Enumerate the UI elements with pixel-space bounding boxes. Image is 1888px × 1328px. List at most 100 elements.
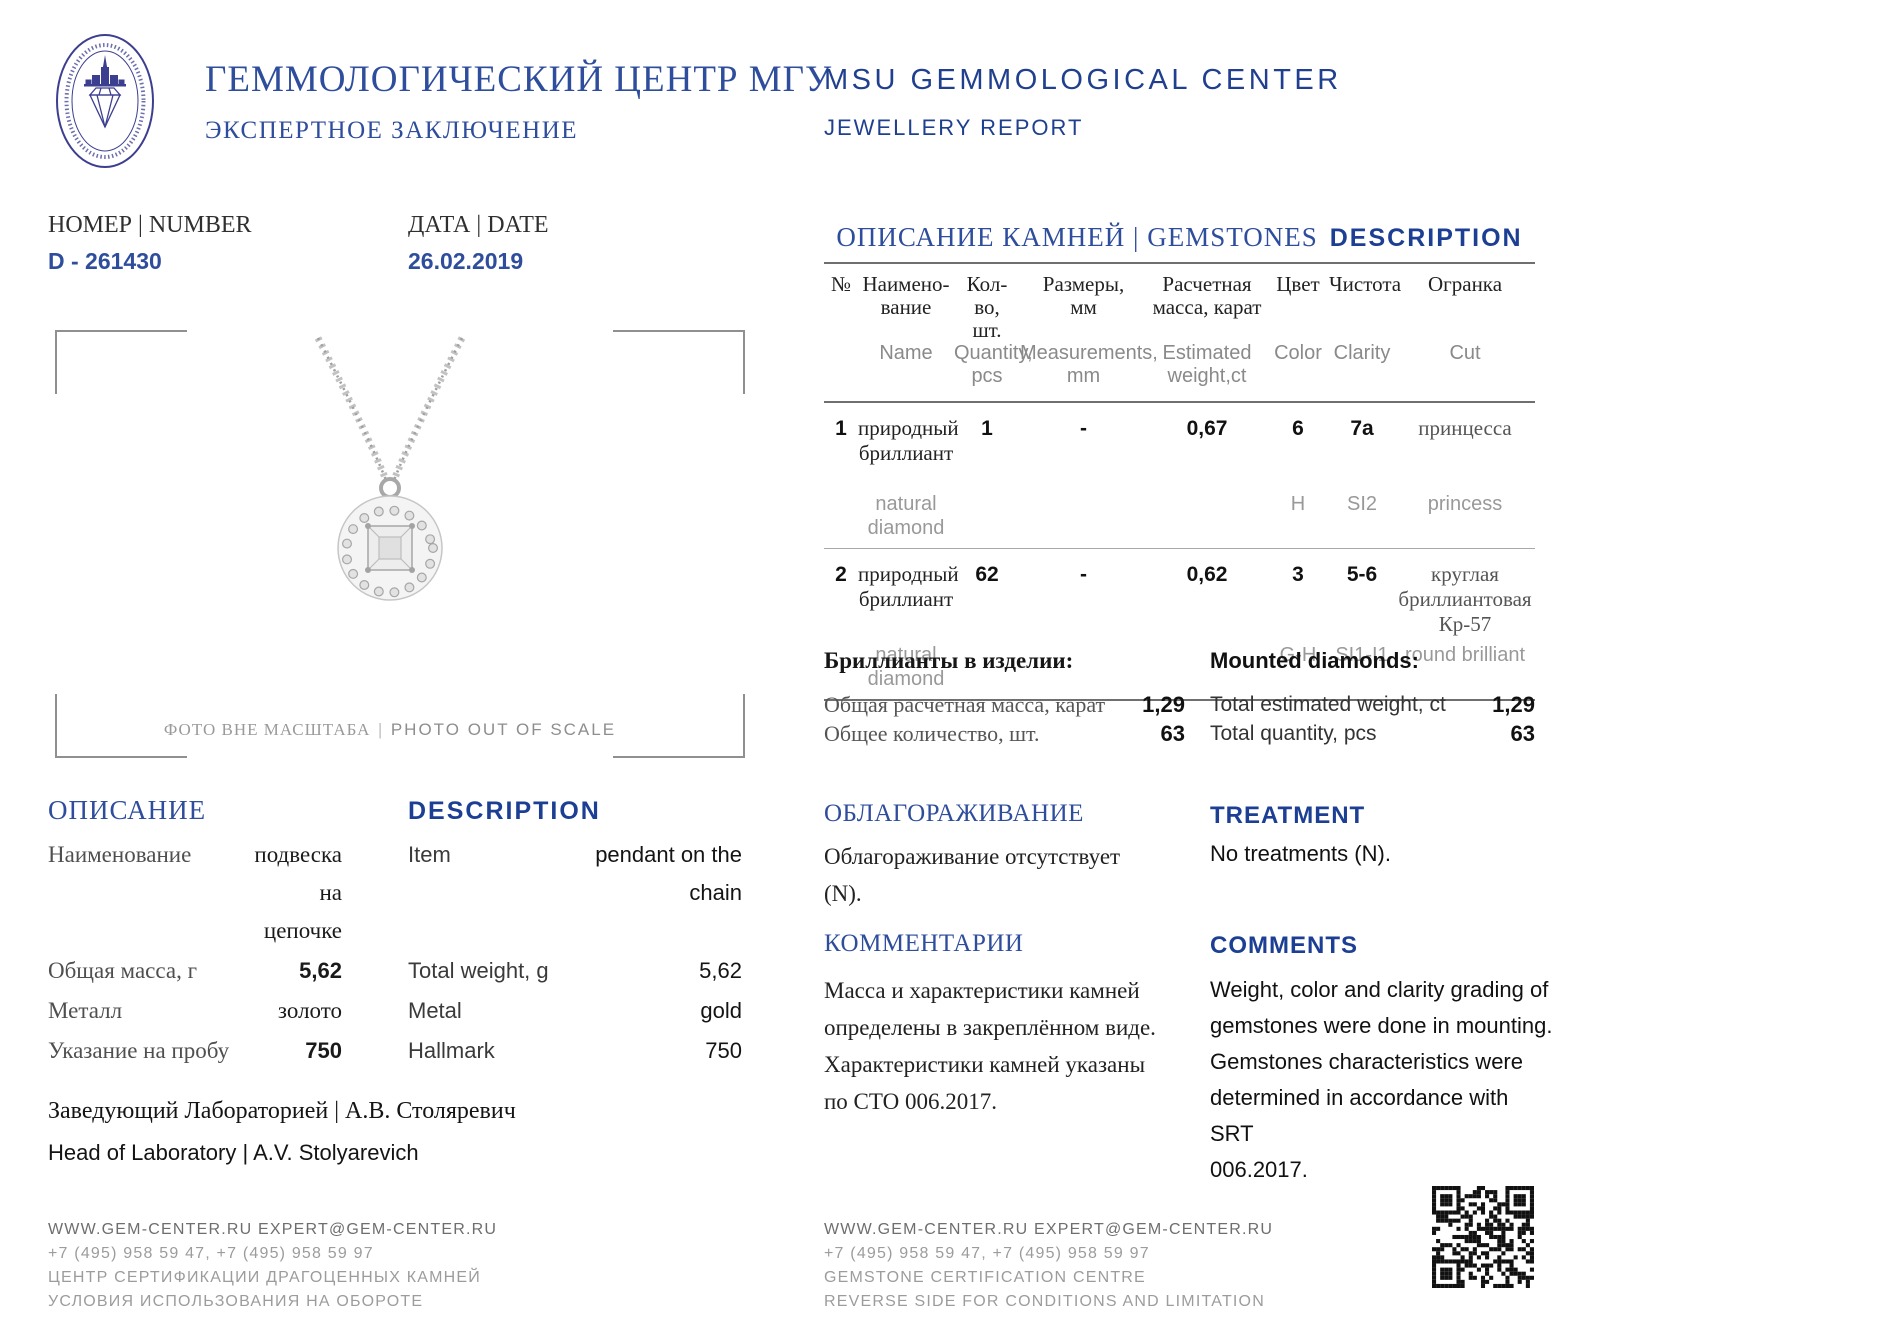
col-header-clarity-en: Clarity [1333, 342, 1391, 364]
gemstones-table: № Наимено- вание Кол-во, шт. Размеры, мм… [824, 262, 1535, 701]
row-label-en: Metal [408, 998, 462, 1023]
mounted-heading-ru: Бриллианты в изделии: [824, 648, 1074, 673]
col-header-name-ru: Наимено- вание [862, 272, 950, 319]
item-description-list: Наименование подвеска на цепочке Item pe… [48, 836, 742, 1072]
col-header-measurements-ru: Размеры, мм [1042, 272, 1125, 319]
photo-caption: ФОТО ВНЕ МАСШТАБА | PHOTO OUT OF SCALE [55, 720, 725, 740]
mounted-row-weight-ru: Общая расчетная масса, карат 1,29 [824, 690, 1185, 719]
org-title-ru: ГЕММОЛОГИЧЕСКИЙ ЦЕНТР МГУ ЭКСПЕРТНОЕ ЗАК… [205, 58, 832, 145]
cell-cut-en: round brilliant [1404, 644, 1526, 666]
row-label: Общее количество, шт. [824, 721, 1040, 746]
row-label-ru: Металл [48, 998, 123, 1023]
cell-cut-ru: круглая бриллиантовая Кр-57 [1398, 562, 1532, 636]
table-header-en: Name Quantity, pcs Measurements, mm Esti… [824, 342, 1535, 403]
footer-left: WWW.GEM-CENTER.RU EXPERT@GEM-CENTER.RU +… [48, 1218, 497, 1314]
gemstone-row-1-ru: 1 природный бриллиант 1 - 0,67 6 7a прин… [824, 403, 1535, 466]
cell-num: 2 [835, 563, 847, 586]
row-label-en: Total weight, g [408, 958, 549, 983]
pendant-photo [314, 336, 466, 601]
row-label: Total quantity, pcs [1210, 722, 1377, 745]
footer-phones: +7 (495) 958 59 47, +7 (495) 958 59 97 [824, 1245, 1150, 1262]
photo-caption-separator: | [378, 720, 383, 739]
col-header-clarity-ru: Чистота [1329, 272, 1402, 296]
col-header-color-ru: Цвет [1276, 272, 1320, 296]
gemstones-heading: ОПИСАНИЕ КАМНЕЙ | GEMSTONES DESCRIPTION [824, 222, 1535, 253]
org-title-en-text: MSU GEMMOLOGICAL CENTER [824, 64, 1342, 96]
mounted-diamonds-ru: Бриллианты в изделии: Общая расчетная ма… [824, 648, 1185, 748]
signature-en: Head of Laboratory | A.V. Stolyarevich [48, 1140, 419, 1165]
row-value-en: gold [700, 998, 742, 1023]
footer-right: WWW.GEM-CENTER.RU EXPERT@GEM-CENTER.RU +… [824, 1218, 1273, 1314]
cell-clarity-ru: 7a [1350, 417, 1374, 440]
comments-text-en: Weight, color and clarity grading of gem… [1210, 977, 1553, 1182]
mounted-row-weight-en: Total estimated weight, ct 1,29 [1210, 690, 1535, 719]
footer-conditions-ru: УСЛОВИЯ ИСПОЛЬЗОВАНИЯ НА ОБОРОТЕ [48, 1293, 424, 1310]
cell-color-en: H [1290, 493, 1306, 515]
doc-type-ru-text: ЭКСПЕРТНОЕ ЗАКЛЮЧЕНИЕ [205, 117, 579, 144]
mounted-row-quantity-ru: Общее количество, шт. 63 [824, 719, 1185, 748]
row-value-ru: золото [277, 998, 342, 1023]
cell-name-en: natural diamond [867, 493, 945, 539]
photo-cropmark-top-right [613, 330, 745, 394]
col-header-qty-ru: Кол-во, шт. [966, 272, 1008, 342]
comments-section-en: COMMENTS Weight, color and clarity gradi… [1210, 932, 1555, 1188]
cell-weight: 0,62 [1186, 563, 1228, 586]
cell-name-en: natural diamond [867, 644, 945, 690]
row-value-ru: 5,62 [299, 958, 342, 983]
signature-ru: Заведующий Лабораторией | А.В. Столяреви… [48, 1098, 516, 1124]
gemstone-row-2-ru: 2 природный бриллиант 62 - 0,62 3 5-6 кр… [824, 549, 1535, 637]
mounted-row-quantity-en: Total quantity, pcs 63 [1210, 719, 1535, 748]
row-label-ru: Общая масса, г [48, 958, 198, 983]
col-header-num: № [830, 272, 852, 296]
photo-cropmark-bottom-right [613, 694, 745, 758]
mounted-diamonds-en: Mounted diamonds: Total estimated weight… [1210, 648, 1535, 748]
cell-color-ru: 3 [1292, 563, 1304, 586]
comments-text-ru: Масса и характеристики камней определены… [824, 978, 1156, 1114]
date-value: 26.02.2019 [408, 248, 524, 274]
row-label: Общая расчетная масса, карат [824, 692, 1106, 717]
row-value: 63 [1510, 721, 1535, 746]
row-value-en: 5,62 [699, 958, 742, 983]
date-label: ДАТА | DATE [408, 212, 549, 238]
org-title-ru-text: ГЕММОЛОГИЧЕСКИЙ ЦЕНТР МГУ [205, 59, 833, 100]
treatment-section-ru: ОБЛАГОРАЖИВАНИЕ Облагораживание отсутств… [824, 800, 1164, 912]
cell-measurements: - [1080, 563, 1087, 586]
comments-heading-en: COMMENTS [1210, 932, 1358, 959]
row-value-en: 750 [705, 1038, 742, 1063]
cell-clarity-en: SI1-I1 [1335, 644, 1389, 666]
col-header-weight-en: Estimated weight,ct [1162, 342, 1252, 387]
cell-name-ru: природный бриллиант [858, 416, 959, 465]
doc-type-en-text: JEWELLERY REPORT [824, 115, 1084, 140]
description-row-item: Наименование подвеска на цепочке Item pe… [48, 836, 742, 950]
footer-org-en: GEMSTONE CERTIFICATION CENTRE [824, 1269, 1146, 1286]
cell-clarity-en: SI2 [1346, 493, 1378, 515]
treatment-text-en: No treatments (N). [1210, 841, 1391, 866]
gemstones-heading-ru: ОПИСАНИЕ КАМНЕЙ | GEMSTONES [836, 222, 1318, 252]
cell-num: 1 [835, 417, 847, 440]
row-value-ru: подвеска на цепочке [254, 842, 342, 943]
cell-color-en: G-H [1279, 644, 1317, 666]
photo-caption-ru: ФОТО ВНЕ МАСШТАБА [163, 720, 371, 739]
row-value: 1,29 [1142, 692, 1185, 717]
treatment-text-ru: Облагораживание отсутствует (N). [824, 844, 1121, 906]
footer-website-email: WWW.GEM-CENTER.RU EXPERT@GEM-CENTER.RU [824, 1221, 1274, 1238]
photo-caption-en: PHOTO OUT OF SCALE [390, 720, 617, 739]
treatment-section-en: TREATMENT No treatments (N). [1210, 802, 1546, 872]
cell-qty: 62 [975, 563, 999, 586]
description-row-metal: Металл золото Metal gold [48, 992, 742, 1030]
cell-cut-ru: принцесса [1418, 416, 1512, 440]
treatment-heading-en: TREATMENT [1210, 802, 1366, 829]
comments-heading-ru: КОММЕНТАРИИ [824, 930, 1024, 957]
cell-measurements: - [1080, 417, 1087, 440]
col-header-color-en: Color [1274, 342, 1322, 364]
cell-name-ru: природный бриллиант [858, 562, 959, 611]
row-label: Total estimated weight, ct [1210, 693, 1446, 716]
row-value: 1,29 [1492, 692, 1535, 717]
col-header-name-en: Name [879, 342, 933, 364]
footer-website-email: WWW.GEM-CENTER.RU EXPERT@GEM-CENTER.RU [48, 1221, 498, 1238]
row-label-ru: Указание на пробу [48, 1038, 230, 1063]
row-label-en: Item [408, 842, 451, 867]
photo-cropmark-top-left [55, 330, 187, 394]
footer-org-ru: ЦЕНТР СЕРТИФИКАЦИИ ДРАГОЦЕННЫХ КАМНЕЙ [48, 1269, 482, 1286]
